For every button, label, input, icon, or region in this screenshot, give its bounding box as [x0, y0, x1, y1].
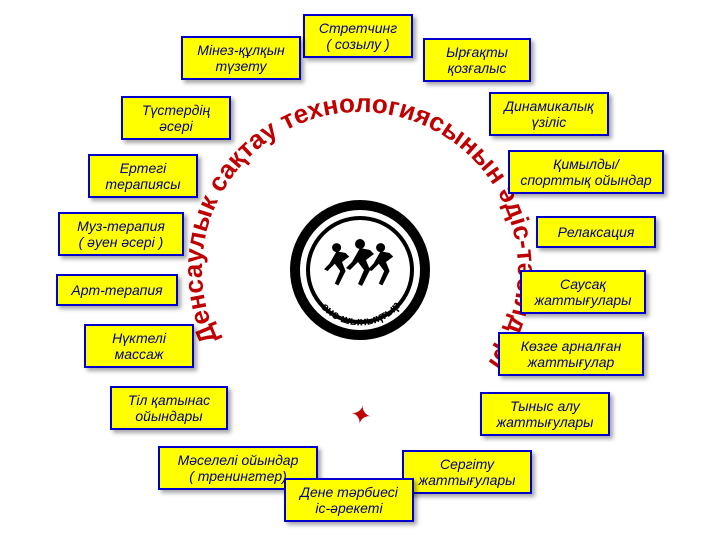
method-box-pe: Дене тәрбиесііс-әрекеті [284, 478, 414, 522]
method-box-sport-games: Қимылды/спорттық ойындар [508, 150, 664, 194]
method-box-behavior: Мінез-құлқынтүзету [181, 36, 301, 80]
method-box-label: Динамикалықүзіліс [504, 98, 594, 130]
method-box-stretching: Стретчинг( созылу ) [303, 14, 413, 58]
method-box-breath: Тыныс алужаттығулары [480, 392, 610, 436]
method-box-label: Көзге арналғанжаттығулар [521, 338, 622, 370]
method-box-finger: Саусақжаттығулары [520, 270, 646, 314]
method-box-label: Муз-терапия( әуен әсері ) [77, 218, 165, 250]
method-box-refresh: Сергітужаттығулары [402, 450, 532, 494]
method-box-label: Ертегітерапиясы [105, 160, 180, 192]
method-box-label: Тіл қатынасойындары [128, 392, 210, 424]
method-box-eye: Көзге арналғанжаттығулар [498, 332, 644, 376]
method-box-label: Арт-терапия [71, 282, 162, 298]
method-box-label: Тыныс алужаттығулары [497, 398, 594, 430]
method-box-label: Сергітужаттығулары [419, 456, 516, 488]
method-box-label: Нүктелімассаж [112, 330, 166, 362]
method-box-relax: Релаксация [536, 216, 656, 248]
diagram-stage: Денсаулык сақтау технологиясынын әдіс-тә… [0, 0, 720, 540]
method-box-label: Ырғақтықозғалыс [446, 44, 508, 76]
method-box-rhythm: Ырғақтықозғалыс [423, 38, 531, 82]
method-box-label: Релаксация [558, 224, 635, 240]
method-box-dyn-break: Динамикалықүзіліс [489, 92, 609, 136]
method-box-label: Мінез-құлқынтүзету [197, 42, 284, 74]
method-box-label: Стретчинг( созылу ) [319, 20, 397, 52]
method-box-lang: Тіл қатынасойындары [110, 386, 228, 430]
runners-icon [290, 200, 430, 340]
method-box-art: Арт-терапия [56, 274, 178, 306]
method-box-label: Дене тәрбиесііс-әрекеті [300, 484, 398, 516]
star-icon: ✦ [346, 400, 376, 430]
center-emblem: Дене шынықтыру [290, 200, 430, 340]
method-box-label: Саусақжаттығулары [535, 276, 632, 308]
method-box-label: Қимылды/спорттық ойындар [520, 156, 651, 188]
method-box-fairy: Ертегітерапиясы [88, 154, 198, 198]
method-box-label: Түстердіңәсері [142, 102, 210, 134]
method-box-label: Мәселелі ойындар( тренингтер) [178, 452, 299, 484]
method-box-colors: Түстердіңәсері [121, 96, 231, 140]
method-box-music: Муз-терапия( әуен әсері ) [58, 212, 184, 256]
method-box-massage: Нүктелімассаж [84, 324, 194, 368]
